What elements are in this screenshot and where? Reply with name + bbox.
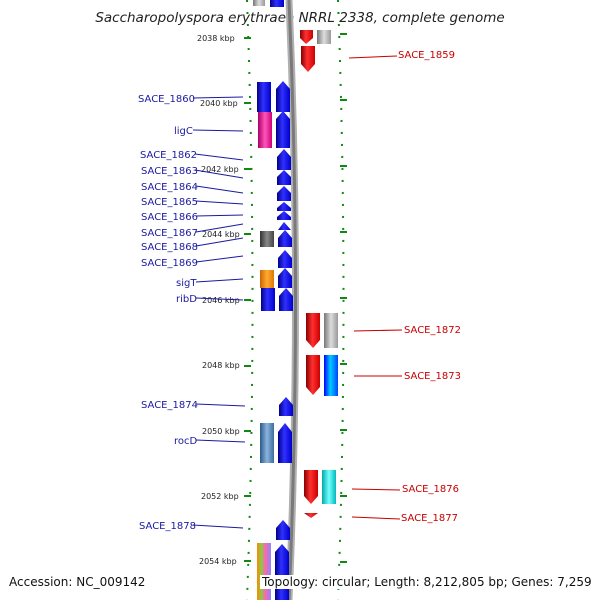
gene-arrow	[276, 81, 290, 112]
tick-ring-left	[246, 0, 254, 600]
gene-arrow	[270, 0, 284, 7]
right-label-leaders	[348, 55, 403, 520]
kbp-label: 2052 kbp	[201, 492, 239, 501]
gene-arrow	[300, 30, 313, 44]
gene-label: SACE_1864	[141, 182, 198, 193]
chromosome-backbone	[285, 0, 299, 600]
kbp-label: 2048 kbp	[202, 361, 240, 370]
gene-arrow	[306, 313, 320, 348]
gene-arrow	[257, 82, 271, 112]
gene-arrow	[253, 0, 265, 6]
gene-arrow	[277, 202, 291, 211]
gene-arrow	[306, 355, 320, 395]
gene-label: SACE_1860	[138, 94, 195, 105]
kbp-label: 2054 kbp	[199, 557, 237, 566]
gene-arrow	[260, 270, 274, 288]
kbp-labels: 2038 kbp 2040 kbp 2042 kbp 2044 kbp 2046…	[197, 34, 240, 566]
left-gene-labels: SACE_1860 ligC SACE_1862 SACE_1863 SACE_…	[138, 94, 198, 532]
topology-text: Topology: circular; Length: 8,212,805 bp…	[260, 575, 594, 589]
gene-label: SACE_1866	[141, 212, 198, 223]
reverse-strand-genes	[300, 30, 338, 518]
gene-arrow	[278, 423, 292, 463]
gene-arrow	[278, 268, 292, 288]
kbp-label: 2038 kbp	[197, 34, 235, 43]
gene-label: SACE_1869	[141, 258, 198, 269]
gene-label: SACE_1859	[398, 50, 455, 61]
gene-arrow	[317, 30, 331, 44]
gene-label: SACE_1878	[139, 521, 196, 532]
gene-arrow	[278, 222, 291, 230]
gene-arrow	[277, 170, 291, 185]
gene-label: SACE_1868	[141, 242, 198, 253]
right-gene-labels: SACE_1859 SACE_1872 SACE_1873 SACE_1876 …	[398, 50, 461, 524]
gene-arrow	[279, 397, 293, 416]
gene-arrow	[275, 544, 289, 600]
gene-label: ribD	[176, 294, 197, 305]
gene-arrow	[276, 111, 290, 148]
gene-arrow	[324, 313, 338, 348]
gene-label: sigT	[176, 278, 197, 289]
kbp-label: 2040 kbp	[200, 99, 238, 108]
gene-label: SACE_1877	[401, 513, 458, 524]
left-label-leaders	[192, 96, 246, 529]
gene-arrow	[277, 186, 291, 201]
gene-arrow	[278, 250, 292, 268]
major-ticks	[244, 33, 347, 563]
gene-label: SACE_1862	[140, 150, 197, 161]
gene-arrow	[260, 423, 274, 463]
gene-label: SACE_1867	[141, 228, 198, 239]
gene-label: ligC	[174, 126, 193, 137]
tick-ring-right	[337, 0, 345, 600]
gene-label: SACE_1876	[402, 484, 459, 495]
forward-strand-genes	[253, 0, 293, 600]
kbp-label: 2046 kbp	[202, 296, 240, 305]
gene-arrow	[301, 46, 315, 72]
gene-arrow	[276, 520, 290, 540]
gene-arrow	[278, 230, 292, 247]
accession-text: Accession: NC_009142	[9, 575, 146, 589]
map-title: Saccharopolyspora erythraea NRRL 2338, c…	[95, 10, 505, 26]
gene-arrow	[260, 231, 274, 247]
gene-arrow	[304, 470, 318, 504]
gene-label: SACE_1865	[141, 197, 198, 208]
gene-arrow	[304, 513, 318, 518]
gene-arrow	[277, 149, 291, 170]
gene-arrow	[322, 470, 336, 504]
kbp-label: 2044 kbp	[202, 230, 240, 239]
gene-arrow	[261, 288, 275, 311]
gene-label: SACE_1863	[141, 166, 198, 177]
gene-arrow	[324, 355, 338, 396]
gene-label: SACE_1872	[404, 325, 461, 336]
gene-arrow	[257, 543, 271, 600]
kbp-label: 2050 kbp	[202, 427, 240, 436]
gene-arrow	[279, 288, 293, 311]
gene-label: SACE_1874	[141, 400, 198, 411]
kbp-label: 2042 kbp	[201, 165, 239, 174]
gene-arrow	[277, 211, 291, 220]
gene-arrow	[258, 112, 272, 148]
gene-label: SACE_1873	[404, 371, 461, 382]
gene-label: rocD	[174, 436, 198, 447]
